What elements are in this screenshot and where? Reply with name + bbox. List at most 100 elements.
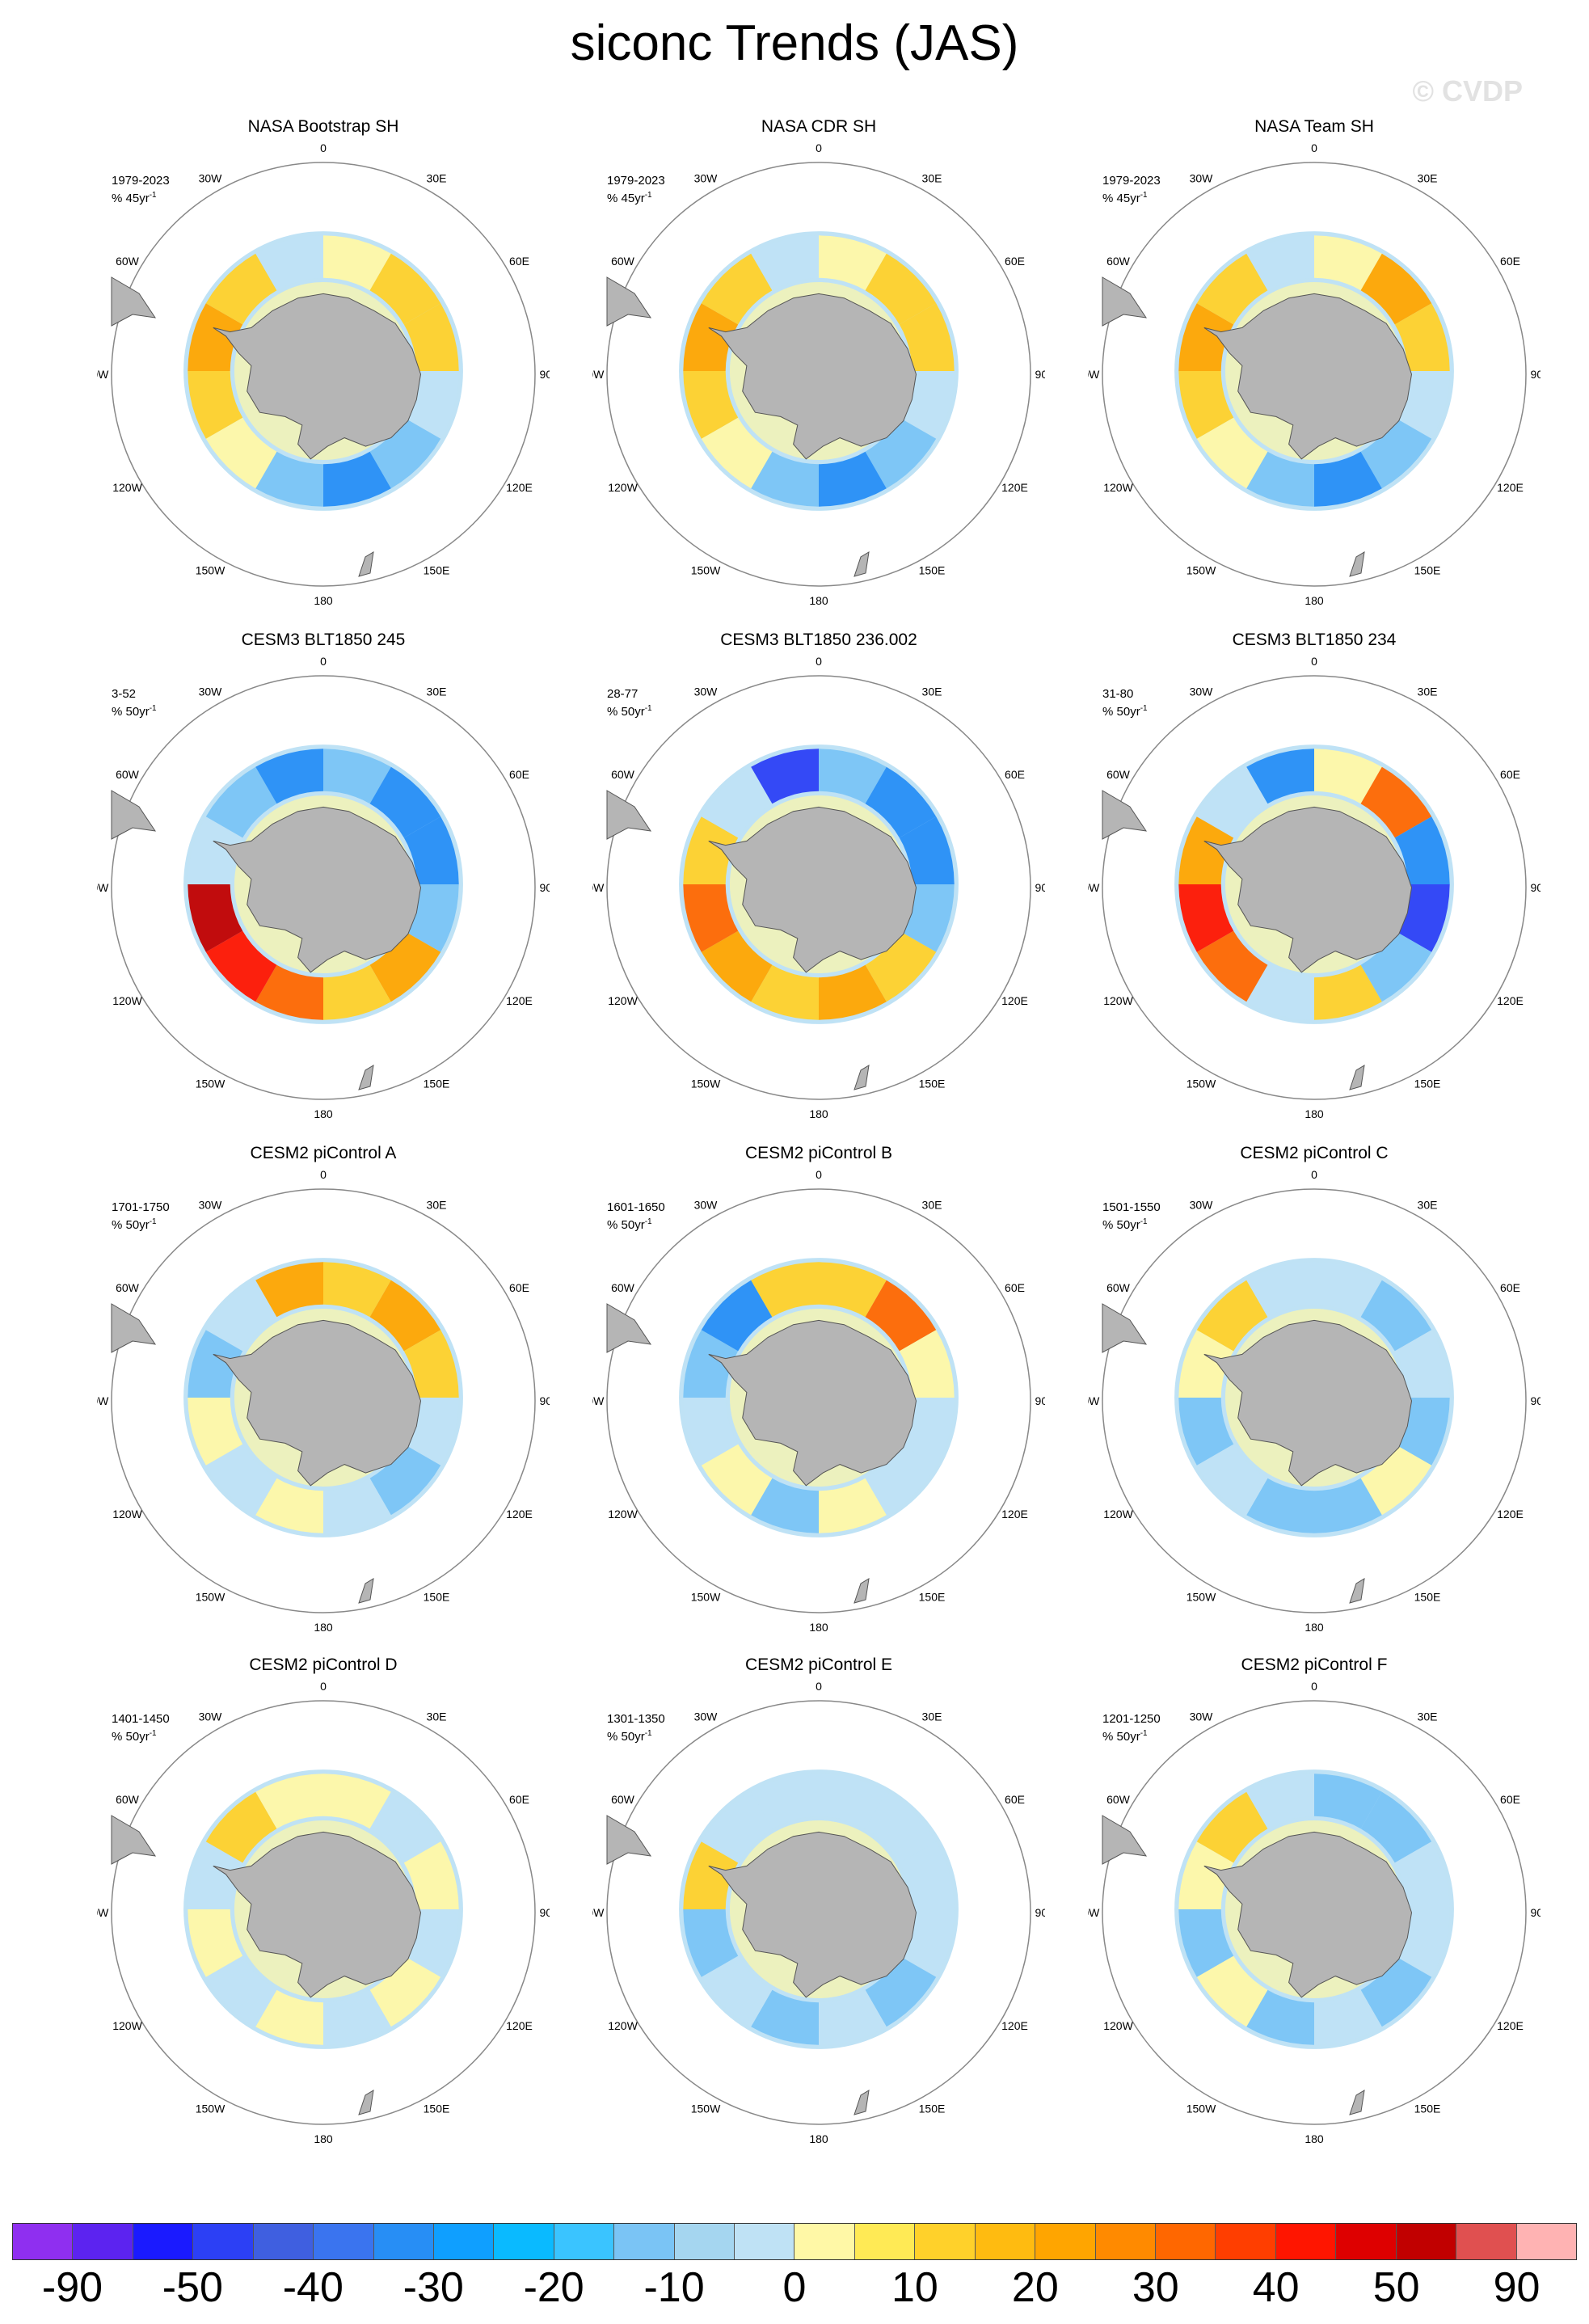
colorbar-tick-label: -40	[282, 2264, 344, 2311]
trend-sector	[1178, 371, 1234, 439]
period-label: 1979-2023% 45yr-1	[607, 174, 665, 206]
longitude-label: 60E	[1500, 768, 1520, 781]
trend-sector	[865, 930, 937, 1002]
colorbar-swatch	[373, 2224, 434, 2259]
polar-map: 0 30E 60E 90E 120E 150E 180 150W 120W 90W 60W 30W	[97, 1168, 550, 1634]
panel-title: NASA Bootstrap SH	[247, 117, 399, 136]
longitude-label: 120E	[1497, 994, 1524, 1007]
trend-sector	[1314, 1262, 1382, 1318]
longitude-label: 120E	[1497, 2019, 1524, 2032]
trend-sector	[683, 1398, 739, 1466]
trend-sector	[403, 303, 459, 371]
map-boundary	[606, 675, 1031, 1100]
trend-sector	[369, 1791, 441, 1863]
colorbar-swatch	[735, 2224, 795, 2259]
trend-sector	[865, 1444, 937, 1516]
trend-sector	[1360, 766, 1432, 838]
trend-sector	[323, 235, 391, 291]
period-label: 28-77% 50yr-1	[607, 687, 652, 719]
trend-sector	[1314, 1774, 1382, 1829]
trend-sector	[188, 1330, 243, 1398]
trend-sector	[1246, 235, 1314, 291]
longitude-label: 180	[1304, 1107, 1324, 1120]
colorbar-swatch	[1035, 2224, 1096, 2259]
map-panel: CESM3 BLT1850 234 0 30E 60E 90E 120E 150E 180 15…	[1064, 631, 1565, 1132]
trend-sector	[1246, 1774, 1314, 1829]
map-boundary	[606, 1188, 1031, 1613]
polar-map: 0 30E 60E 90E 120E 150E 180 150W 120W 90W 60W 30W	[97, 141, 550, 607]
trend-sector	[1196, 1955, 1268, 2027]
trend-sector	[205, 930, 277, 1002]
period-years: 1501-1550	[1102, 1200, 1161, 1214]
trend-sector	[819, 749, 887, 804]
longitude-label: 150E	[919, 2103, 946, 2115]
units-text: % 45yr	[112, 192, 150, 205]
longitude-label: 120W	[1103, 2019, 1133, 2032]
trend-sector	[1246, 1262, 1314, 1318]
period-label: 1401-1450% 50yr-1	[112, 1712, 170, 1744]
trend-sector	[899, 303, 955, 371]
polar-map: 0 30E 60E 90E 120E 150E 180 150W 120W 90W 60W 30W	[1088, 655, 1541, 1120]
units-exponent: -1	[1140, 1217, 1148, 1226]
longitude-label: 0	[1311, 1680, 1317, 1693]
trend-sector	[819, 451, 887, 507]
longitude-label: 30W	[1190, 1199, 1214, 1212]
new-zealand-landmass	[358, 551, 374, 577]
colorbar-labels: -90 -50 -40 -30 -20 -10 0 10 20 30 40 50 90	[12, 2263, 1577, 2312]
south-america-landmass	[111, 1303, 157, 1353]
units-text: % 50yr	[112, 1218, 150, 1232]
trend-sector	[1196, 253, 1268, 325]
trend-sector	[865, 766, 937, 838]
trend-sector	[819, 235, 887, 291]
longitude-label: 60W	[116, 768, 140, 781]
map-boundary	[1102, 162, 1527, 587]
longitude-label: 60W	[1106, 1793, 1131, 1806]
trend-sector	[1394, 816, 1450, 884]
trend-sector	[1196, 1280, 1268, 1352]
longitude-label: 60W	[611, 1793, 635, 1806]
longitude-label: 30W	[694, 1710, 719, 1723]
trend-sector	[1246, 749, 1314, 804]
trend-sector	[1178, 1909, 1234, 1977]
longitude-label: 90E	[540, 368, 550, 381]
trend-sector	[819, 964, 887, 1020]
longitude-label: 120W	[1103, 1508, 1133, 1521]
panel-title: CESM2 piControl E	[744, 1655, 893, 1674]
longitude-label: 180	[1304, 594, 1324, 607]
units-text: % 50yr	[112, 1730, 150, 1744]
map-panel: CESM3 BLT1850 236.002 0 30E 60E 90E 120E 150E 1…	[568, 631, 1069, 1132]
longitude-label: 60E	[509, 1793, 529, 1806]
longitude-label: 180	[1304, 1621, 1324, 1634]
trend-sector	[205, 1280, 277, 1352]
colorbar-swatch	[614, 2224, 675, 2259]
trend-sector	[683, 1841, 739, 1909]
trend-sector	[819, 1478, 887, 1533]
panel-title: NASA CDR SH	[761, 117, 877, 136]
units-label: % 50yr-1	[112, 702, 157, 719]
longitude-label: 180	[809, 1107, 828, 1120]
longitude-label: 120E	[1001, 1508, 1028, 1521]
longitude-label: 150W	[1186, 1591, 1216, 1604]
longitude-label: 150E	[1414, 1078, 1441, 1090]
polar-map: 0 30E 60E 90E 120E 150E 180 150W 120W 90W 60W 30W	[592, 1680, 1045, 2145]
map-boundary	[111, 162, 536, 587]
units-text: % 45yr	[1102, 192, 1140, 205]
longitude-label: 30W	[1190, 172, 1214, 185]
units-text: % 50yr	[607, 705, 645, 719]
period-label: 1601-1650% 50yr-1	[607, 1200, 665, 1233]
polar-map: 0 30E 60E 90E 120E 150E 180 150W 120W 90W 60W 30W	[592, 141, 1045, 607]
units-exponent: -1	[1140, 1729, 1148, 1738]
colorbar-tick-label: 40	[1252, 2264, 1300, 2311]
period-years: 1601-1650	[607, 1200, 665, 1214]
trend-sector	[369, 1444, 441, 1516]
south-america-landmass	[1102, 276, 1148, 327]
colorbar-tick-label: -30	[403, 2264, 464, 2311]
trend-sector	[1314, 1478, 1382, 1533]
colorbar-tick-label: 10	[891, 2264, 938, 2311]
trend-sector	[255, 1774, 323, 1829]
units-label: % 50yr-1	[112, 1215, 170, 1233]
longitude-label: 90W	[97, 881, 109, 894]
antarctica-landmass	[708, 293, 917, 460]
trend-sector	[899, 1841, 955, 1909]
longitude-label: 120E	[1001, 481, 1028, 494]
